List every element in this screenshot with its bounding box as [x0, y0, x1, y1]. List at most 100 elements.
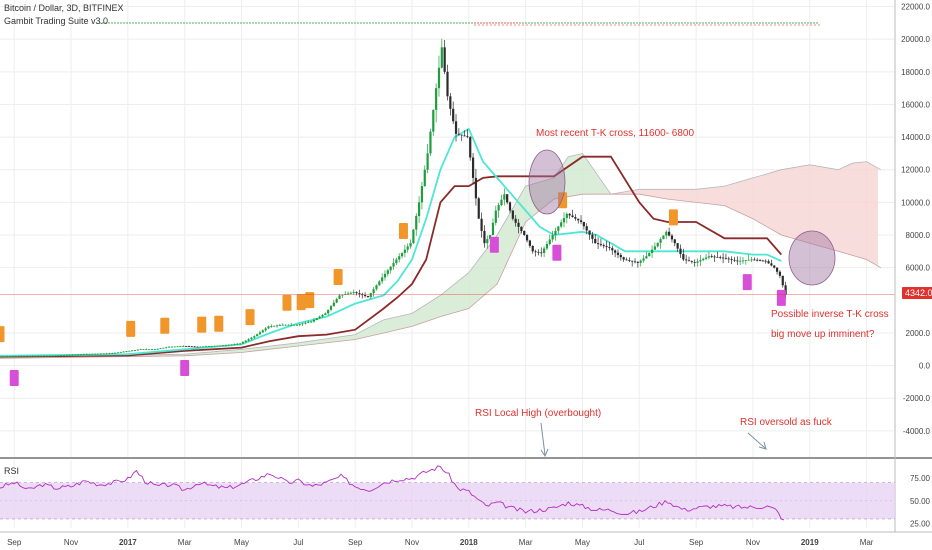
- sell-signal: [333, 269, 343, 286]
- trend-dot: [357, 22, 359, 24]
- trend-dot: [144, 22, 146, 24]
- candle-body: [162, 347, 165, 349]
- candle-body: [560, 222, 563, 227]
- candle-body: [57, 355, 60, 357]
- candle-body: [537, 251, 540, 253]
- candle-body: [224, 345, 227, 346]
- candle-body: [207, 346, 210, 347]
- trend-dot: [225, 22, 227, 24]
- trend-dot: [630, 24, 632, 26]
- trend-dot: [630, 22, 632, 24]
- chart-title: Bitcoin / Dollar, 3D, BITFINEX: [4, 3, 124, 13]
- trend-dot: [141, 22, 143, 24]
- candle-body: [412, 229, 415, 244]
- candle-body: [338, 295, 341, 300]
- trend-dot: [177, 22, 179, 24]
- trend-dot: [786, 22, 788, 24]
- current-price-tag: 4342.0: [902, 287, 932, 299]
- trend-dot: [663, 22, 665, 24]
- trend-dot: [594, 22, 596, 24]
- candle-body: [616, 252, 620, 255]
- y-tick-label: -2000.0: [903, 394, 931, 403]
- trend-dot: [702, 22, 704, 24]
- trend-dot: [606, 22, 608, 24]
- candle-body: [227, 344, 230, 346]
- trend-dot: [540, 22, 542, 24]
- trend-dot: [674, 24, 676, 26]
- candle-body: [650, 249, 654, 253]
- candle-body: [332, 302, 335, 307]
- trend-dot: [513, 22, 515, 24]
- trend-dot: [682, 24, 684, 26]
- trend-dot: [498, 22, 500, 24]
- candle-body: [577, 218, 580, 221]
- candle-body: [662, 235, 665, 240]
- trend-dot: [228, 22, 230, 24]
- trend-dot: [159, 22, 161, 24]
- annotation-inverse-cross: Possible inverse T-K cross: [771, 309, 889, 320]
- sell-signal: [668, 209, 678, 226]
- trend-dot: [810, 22, 812, 24]
- candle-body: [565, 213, 568, 219]
- y-tick-label: 0.0: [919, 362, 931, 371]
- trend-dot: [510, 22, 512, 24]
- candle-body: [406, 246, 409, 250]
- candle-body: [625, 259, 628, 261]
- trend-dot: [393, 22, 395, 24]
- candle-body: [744, 260, 747, 261]
- trend-dot: [336, 22, 338, 24]
- trend-dot: [342, 22, 344, 24]
- candle-body: [710, 256, 713, 258]
- trend-dot: [330, 22, 332, 24]
- trend-dot: [618, 24, 620, 26]
- candle-body: [241, 342, 245, 344]
- trend-dot: [771, 22, 773, 24]
- candle-body: [426, 153, 429, 170]
- candle-body: [139, 349, 142, 351]
- candle-body: [761, 260, 764, 262]
- candle-body: [602, 245, 605, 247]
- trend-dot: [726, 22, 728, 24]
- candle-body: [99, 353, 102, 355]
- candle-body: [187, 346, 191, 347]
- candle-body: [91, 353, 94, 355]
- candle-body: [685, 259, 688, 261]
- trend-dot: [729, 22, 731, 24]
- candle-body: [400, 252, 404, 257]
- candle-body: [17, 355, 20, 357]
- trend-dot: [555, 22, 557, 24]
- trend-dot: [171, 22, 173, 24]
- trend-dot: [818, 24, 820, 26]
- candle-body: [554, 230, 557, 236]
- candle-body: [773, 265, 776, 268]
- trend-dot: [789, 22, 791, 24]
- trend-dot: [666, 22, 668, 24]
- y-tick-label: 12000.0: [901, 166, 930, 175]
- trend-dot: [615, 22, 617, 24]
- trend-dot: [753, 22, 755, 24]
- trend-dot: [585, 22, 587, 24]
- candle-body: [543, 248, 546, 253]
- trend-dot: [369, 22, 371, 24]
- candle-body: [230, 344, 233, 346]
- trend-dot: [614, 24, 616, 26]
- candle-body: [182, 346, 185, 347]
- candle-body: [679, 248, 682, 255]
- trend-dot: [219, 22, 221, 24]
- trend-dot: [114, 22, 116, 24]
- trend-dot: [558, 24, 560, 26]
- candle-body: [202, 346, 205, 348]
- trend-dot: [690, 24, 692, 26]
- candle-body: [287, 324, 290, 326]
- trend-dot: [291, 22, 293, 24]
- trend-dot: [642, 24, 644, 26]
- candle-body: [440, 47, 443, 68]
- candle-body: [199, 346, 202, 348]
- y-tick-label: 6000.0: [906, 264, 931, 273]
- x-tick-label: Nov: [64, 538, 78, 547]
- candle-body: [503, 194, 506, 200]
- trend-dot: [129, 22, 131, 24]
- trend-dot: [546, 22, 548, 24]
- trend-dot: [468, 22, 470, 24]
